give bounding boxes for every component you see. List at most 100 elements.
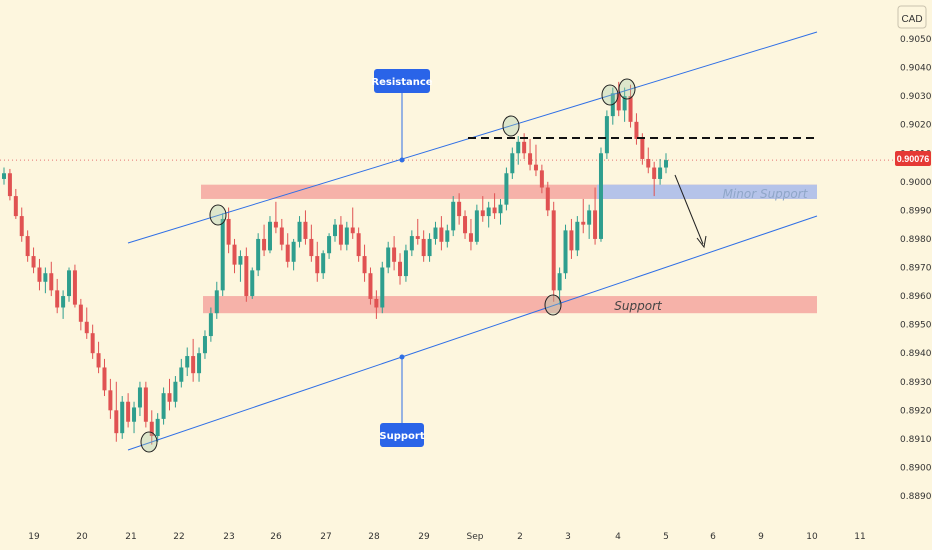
candle-body: [415, 236, 420, 239]
support-callout-box: [380, 423, 424, 447]
candle-body: [197, 353, 202, 374]
currency-label: CAD: [901, 14, 922, 25]
candle-body: [510, 153, 515, 174]
minor-support-label: Minor Support: [723, 187, 809, 201]
candles-layer: [2, 81, 668, 445]
candle-body: [232, 244, 237, 265]
candle-body: [439, 227, 444, 242]
candle-body: [262, 238, 267, 251]
time-tick-label: 27: [320, 532, 331, 542]
candle-body: [72, 270, 77, 305]
candle-body: [522, 141, 527, 154]
candle-body: [646, 158, 651, 168]
candle-body: [356, 233, 361, 257]
support-zone: [203, 296, 817, 314]
candle-body: [593, 210, 598, 239]
candle-body: [167, 393, 172, 402]
candle-body: [362, 256, 367, 274]
candle-body: [634, 121, 639, 139]
touch-point-marker: [209, 204, 227, 226]
candle-body: [468, 233, 473, 242]
time-tick-label: 19: [28, 532, 40, 542]
candle-body: [108, 390, 113, 411]
candle-body: [90, 333, 95, 354]
candle-body: [67, 270, 72, 297]
candle-body: [392, 247, 397, 262]
candle-body: [185, 356, 190, 368]
candle-body: [551, 210, 556, 291]
candle-body: [664, 160, 668, 168]
support-callout-label: Support: [379, 431, 424, 442]
candle-body: [132, 407, 137, 422]
candle-body: [539, 170, 544, 188]
time-tick-label: 26: [270, 532, 282, 542]
candle-body: [492, 207, 497, 214]
resistance-callout-box: [374, 69, 430, 93]
candle-body: [273, 221, 278, 228]
time-tick-label: Sep: [467, 532, 484, 542]
candle-body: [250, 270, 255, 297]
candle-body: [208, 313, 213, 337]
touch-point-marker: [618, 78, 636, 100]
candle-body: [421, 238, 426, 257]
candle-body: [2, 173, 6, 179]
candle-body: [120, 401, 125, 434]
support-zone-label: Support: [614, 299, 663, 313]
candle-body: [297, 221, 302, 242]
candle-body: [327, 236, 332, 254]
candle-body: [143, 387, 148, 422]
candle-body: [569, 230, 574, 251]
candle-body: [386, 247, 391, 268]
zones-layer: [0, 159, 895, 314]
candle-body: [37, 267, 42, 282]
candle-body: [333, 224, 337, 237]
time-tick-label: 20: [76, 532, 88, 542]
candle-body: [398, 261, 403, 277]
candle-body: [149, 421, 154, 437]
resistance-callout-dot: [399, 157, 405, 163]
candle-body: [581, 221, 586, 225]
touch-point-marker: [601, 84, 619, 106]
candle-body: [179, 367, 184, 382]
candle-body: [640, 138, 645, 159]
candle-body: [604, 116, 609, 154]
candle-body: [350, 227, 355, 234]
time-tick-label: 2: [517, 532, 523, 542]
time-tick-label: 21: [125, 532, 136, 542]
candle-body: [563, 230, 568, 274]
candle-body: [114, 410, 119, 434]
candle-body: [409, 236, 414, 251]
projection-arrow-head: [696, 235, 707, 249]
candle-body: [61, 296, 66, 308]
candle-body: [226, 218, 231, 245]
candle-body: [557, 273, 562, 291]
candle-body: [13, 196, 18, 217]
candle-body: [474, 210, 479, 242]
candle-body: [191, 356, 196, 374]
candle-body: [344, 227, 349, 245]
candle-body: [285, 244, 290, 262]
candle-body: [126, 401, 131, 422]
candle-body: [7, 173, 12, 197]
time-tick-label: 22: [173, 532, 184, 542]
projection-arrow-line: [674, 174, 704, 245]
candle-body: [43, 273, 48, 282]
touch-point-marker: [544, 294, 562, 316]
time-tick-label: 3: [565, 532, 571, 542]
candle-body: [516, 141, 521, 154]
time-tick-label: 10: [806, 532, 818, 542]
candle-body: [368, 273, 373, 299]
currency-box[interactable]: CAD: [897, 5, 927, 29]
candle-body: [598, 153, 603, 239]
last-price-tag: 0.90076: [895, 151, 931, 166]
time-tick-label: 29: [418, 532, 430, 542]
candle-body: [220, 218, 225, 291]
